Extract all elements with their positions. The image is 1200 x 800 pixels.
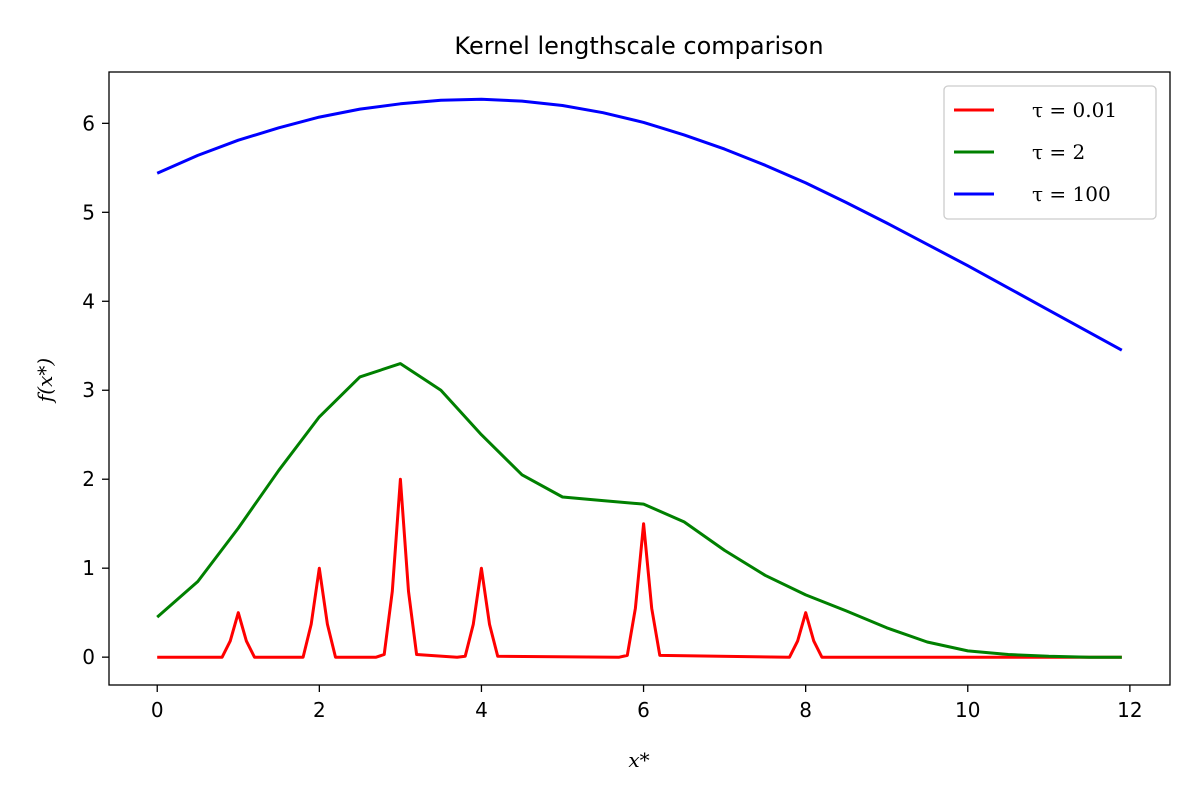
chart-title: Kernel lengthscale comparison [454, 32, 823, 60]
series-line-0 [157, 477, 1122, 659]
y-tick-label: 3 [82, 378, 95, 402]
series-line-1 [156, 362, 1122, 659]
x-tick-label: 10 [955, 698, 980, 722]
y-tick-label: 2 [82, 467, 95, 491]
y-tick-label: 1 [82, 556, 95, 580]
x-axis-label: x* [628, 748, 649, 772]
x-tick-label: 12 [1117, 698, 1142, 722]
legend-label: τ = 100 [1032, 182, 1111, 206]
x-tick-label: 0 [151, 698, 164, 722]
x-tick-label: 8 [799, 698, 812, 722]
y-tick-label: 6 [82, 111, 95, 135]
legend: τ = 0.01 τ = 2 τ = 100 [943, 85, 1157, 220]
legend-label: τ = 2 [1032, 140, 1085, 164]
x-tick-label: 2 [313, 698, 326, 722]
y-tick-label: 4 [82, 289, 95, 313]
plot-frame [108, 71, 1171, 686]
y-tick-label: 0 [82, 645, 95, 669]
y-tick-label: 5 [82, 200, 95, 224]
x-tick-label: 6 [637, 698, 650, 722]
legend-box [943, 85, 1157, 220]
y-axis-label: f(x*) [33, 358, 57, 404]
legend-label: τ = 0.01 [1032, 98, 1117, 122]
series-line-2 [156, 97, 1123, 352]
series-layer [156, 97, 1123, 659]
x-tick-label: 4 [475, 698, 488, 722]
